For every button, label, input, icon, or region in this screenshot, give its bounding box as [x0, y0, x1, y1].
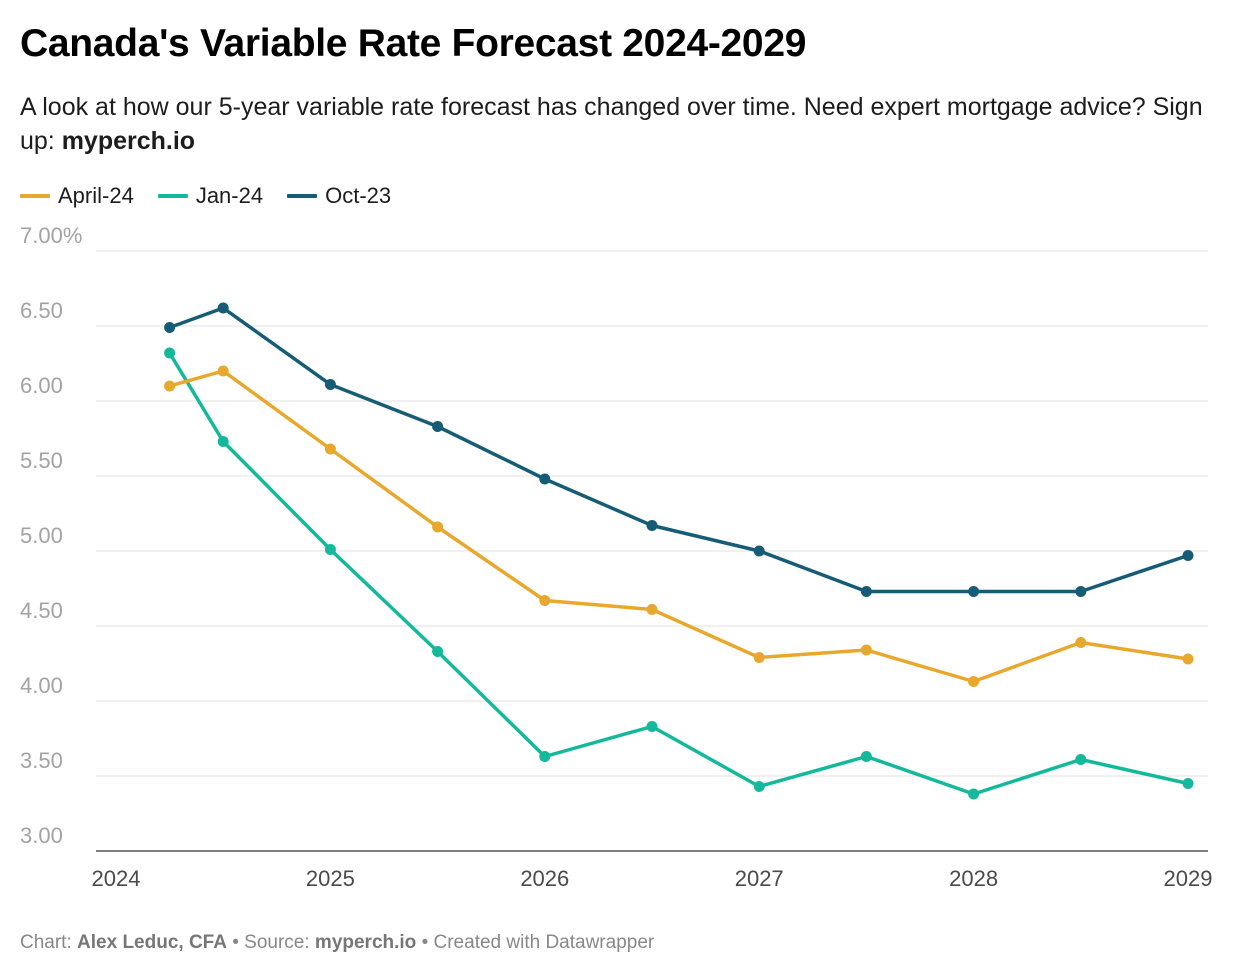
y-tick-label: 4.00: [20, 673, 63, 698]
y-tick-label: 6.00: [20, 373, 63, 398]
y-tick-label: 3.00: [20, 823, 63, 848]
data-point-jan-24: [539, 751, 551, 762]
y-tick-label: 7.00%: [20, 223, 82, 248]
data-point-april-24: [753, 652, 765, 663]
chart-subtitle: A look at how our 5-year variable rate f…: [20, 90, 1210, 158]
x-tick-label: 2027: [735, 866, 784, 891]
data-point-april-24: [1075, 637, 1087, 648]
y-tick-label: 4.50: [20, 598, 63, 623]
subtitle-link[interactable]: myperch.io: [61, 127, 196, 155]
footer: Chart: Alex Leduc, CFA • Source: myperch…: [20, 932, 654, 954]
data-point-jan-24: [968, 788, 980, 800]
y-tick-label: 5.50: [20, 448, 63, 473]
y-tick-label: 3.50: [20, 748, 63, 773]
data-point-oct-23: [164, 322, 176, 333]
data-point-oct-23: [1075, 586, 1087, 597]
y-tick-label: 5.00: [20, 523, 63, 548]
legend-item-jan-24: Jan-24: [157, 183, 264, 209]
legend-label: April-24: [58, 183, 134, 208]
data-point-oct-23: [753, 545, 765, 557]
data-point-april-24: [217, 365, 229, 377]
data-point-jan-24: [1182, 778, 1194, 789]
subtitle-text: A look at how our 5-year variable rate f…: [20, 93, 1203, 155]
legend-item-april-24: April-24: [20, 183, 134, 209]
data-point-jan-24: [753, 781, 765, 792]
data-point-oct-23: [324, 379, 336, 390]
x-tick-label: 2026: [520, 866, 569, 891]
x-tick-label: 2028: [949, 866, 998, 891]
series-line-jan-24: [167, 351, 1190, 796]
data-point-jan-24: [432, 646, 444, 657]
data-point-jan-24: [860, 751, 872, 762]
data-point-april-24: [646, 604, 658, 615]
data-point-oct-23: [646, 520, 658, 531]
legend-swatch: [287, 194, 318, 198]
data-point-jan-24: [646, 721, 658, 732]
data-point-april-24: [432, 521, 444, 533]
data-point-jan-24: [164, 347, 176, 359]
footer-sep1: • Source:: [226, 932, 315, 953]
footer-chart-label: Chart:: [20, 932, 78, 953]
series-line-oct-23: [167, 306, 1190, 594]
data-point-april-24: [539, 595, 551, 606]
data-point-oct-23: [539, 473, 551, 485]
legend-label: Oct-23: [325, 183, 392, 208]
x-tick-label: 2029: [1164, 866, 1213, 891]
data-point-jan-24: [217, 436, 229, 447]
legend-label: Jan-24: [195, 183, 264, 208]
legend-swatch: [20, 194, 50, 198]
x-tick-label: 2025: [306, 866, 355, 891]
data-point-april-24: [860, 644, 872, 656]
data-point-oct-23: [217, 302, 229, 314]
data-point-april-24: [164, 380, 176, 392]
legend: April-24 Jan-24 Oct-23: [20, 183, 391, 209]
data-point-jan-24: [324, 544, 336, 555]
footer-sep2: • Created with Datawrapper: [416, 932, 655, 953]
footer-author: Alex Leduc, CFA: [77, 932, 227, 953]
data-point-oct-23: [1182, 550, 1194, 561]
series-line-april-24: [167, 369, 1190, 684]
data-point-jan-24: [1075, 754, 1087, 765]
legend-swatch: [157, 194, 188, 198]
chart-title: Canada's Variable Rate Forecast 2024-202…: [20, 22, 807, 65]
data-point-april-24: [1182, 653, 1194, 665]
x-tick-label: 2024: [92, 866, 141, 891]
data-point-april-24: [324, 443, 336, 455]
y-tick-label: 6.50: [20, 298, 63, 323]
legend-item-oct-23: Oct-23: [287, 183, 391, 209]
data-point-oct-23: [432, 421, 444, 432]
data-point-april-24: [968, 676, 980, 687]
data-point-oct-23: [860, 586, 872, 597]
data-point-oct-23: [968, 586, 980, 597]
footer-source[interactable]: myperch.io: [314, 932, 417, 953]
